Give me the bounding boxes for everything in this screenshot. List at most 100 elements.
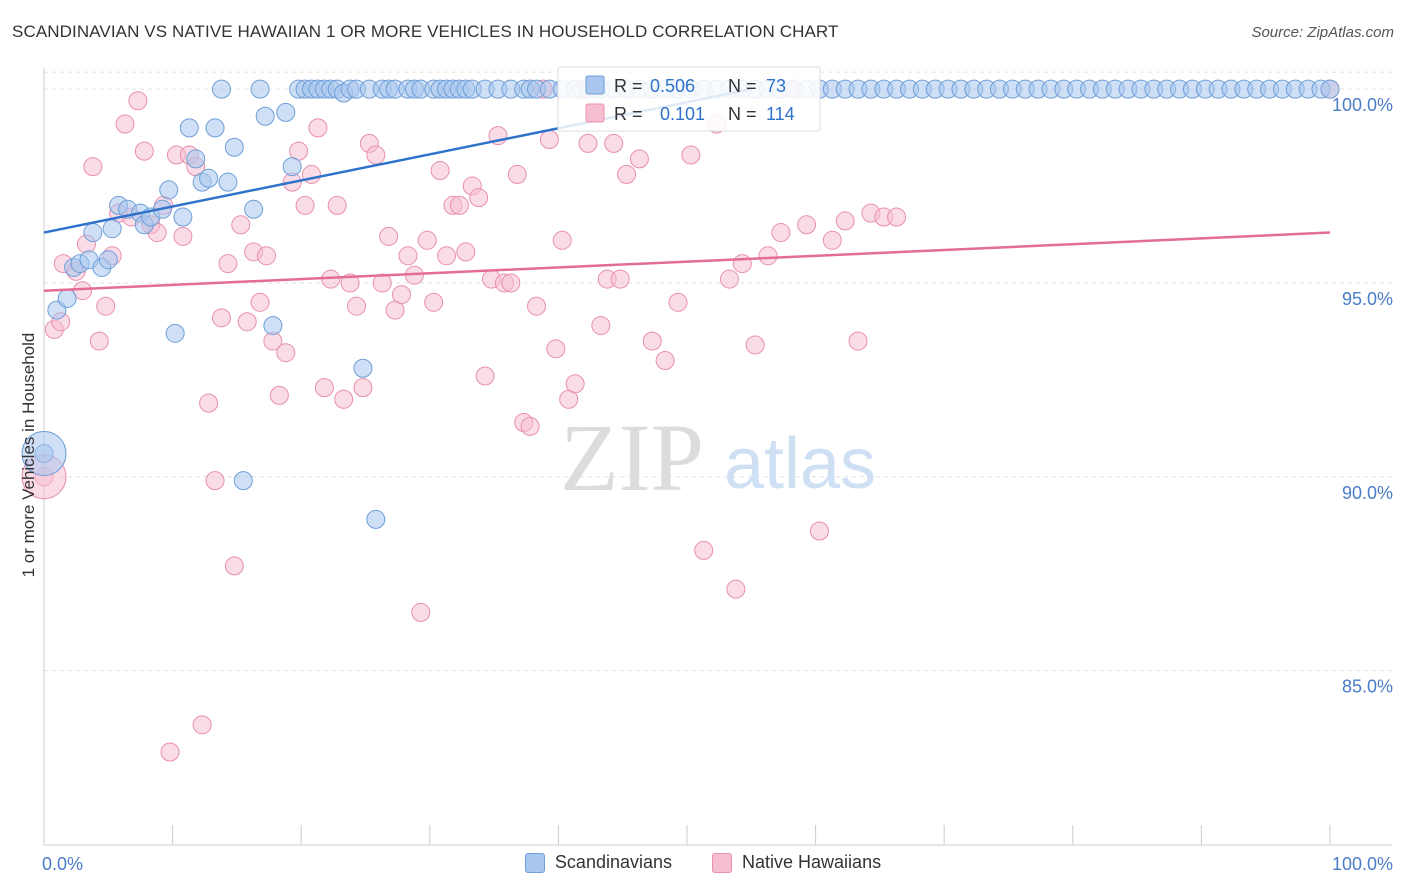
source-label: Source: ZipAtlas.com bbox=[1251, 24, 1394, 41]
native-hawaiians-point-53 bbox=[379, 226, 399, 246]
native-hawaiians-point-62 bbox=[437, 246, 457, 266]
scandinavians-point-31 bbox=[263, 316, 283, 336]
stat-r-value-1: 0.101 bbox=[660, 104, 705, 124]
native-hawaiians-point-9 bbox=[96, 296, 116, 316]
native-hawaiians-trend-line bbox=[43, 231, 1331, 292]
legend-item-native-hawaiians[interactable]: Native Hawaiians bbox=[712, 852, 881, 873]
scandinavians-point-23 bbox=[205, 118, 225, 138]
native-hawaiians-point-86 bbox=[591, 316, 611, 336]
native-hawaiians-point-24 bbox=[192, 715, 212, 735]
series-legend: Scandinavians Native Hawaiians bbox=[0, 852, 1406, 873]
native-hawaiians-point-98 bbox=[719, 269, 739, 289]
native-hawaiians-point-7 bbox=[83, 157, 103, 177]
native-hawaiians-point-94 bbox=[668, 292, 688, 312]
native-hawaiians-point-79 bbox=[546, 339, 566, 359]
native-hawaiians-point-48 bbox=[346, 296, 366, 316]
native-hawaiians-point-102 bbox=[758, 246, 778, 266]
x-tick-label-0: 0.0% bbox=[42, 854, 83, 874]
native-hawaiians-point-26 bbox=[205, 471, 225, 491]
scandinavians-point-16 bbox=[159, 180, 179, 200]
native-hawaiians-point-91 bbox=[629, 149, 649, 169]
legend-label-scandinavians: Scandinavians bbox=[554, 852, 673, 872]
native-hawaiians-point-52 bbox=[372, 273, 392, 293]
native-hawaiians-point-14 bbox=[128, 91, 148, 111]
native-hawaiians-point-68 bbox=[475, 366, 495, 386]
native-hawaiians-point-19 bbox=[160, 742, 180, 762]
scandinavians-point-2 bbox=[57, 288, 77, 308]
stat-n-value-0: 73 bbox=[766, 76, 786, 96]
native-hawaiians-point-42 bbox=[308, 118, 328, 138]
stat-r-label-0: R = bbox=[614, 76, 643, 96]
native-hawaiians-point-109 bbox=[848, 331, 868, 351]
native-hawaiians-point-43 bbox=[314, 378, 334, 398]
native-hawaiians-point-76 bbox=[527, 296, 547, 316]
watermark-atlas: atlas bbox=[724, 424, 876, 504]
scandinavians-point-27 bbox=[233, 471, 253, 491]
native-hawaiians-point-89 bbox=[610, 269, 630, 289]
native-hawaiians-point-40 bbox=[295, 195, 315, 215]
native-hawaiians-point-73 bbox=[507, 164, 527, 184]
scandinavians-point-20 bbox=[186, 149, 206, 169]
legend-label-native-hawaiians: Native Hawaiians bbox=[742, 852, 882, 872]
native-hawaiians-point-28 bbox=[218, 254, 238, 274]
y-tick-label-0: 100.0% bbox=[1332, 95, 1393, 115]
scandinavians-point-25 bbox=[218, 172, 238, 192]
stat-n-label-1: N = bbox=[728, 104, 757, 124]
legend-item-scandinavians[interactable]: Scandinavians bbox=[524, 852, 673, 873]
legend-swatch-scandinavians bbox=[524, 852, 545, 873]
native-hawaiians-point-75 bbox=[520, 416, 540, 436]
native-hawaiians-point-27 bbox=[211, 308, 231, 328]
scandinavians-point-30 bbox=[255, 106, 275, 126]
native-hawaiians-point-45 bbox=[327, 195, 347, 215]
native-hawaiians-point-31 bbox=[237, 312, 257, 332]
native-hawaiians-point-106 bbox=[809, 521, 829, 541]
native-hawaiians-point-82 bbox=[565, 374, 585, 394]
stat-n-value-1: 114 bbox=[766, 104, 795, 124]
native-hawaiians-point-61 bbox=[430, 161, 450, 181]
native-hawaiians-point-36 bbox=[269, 385, 289, 405]
native-hawaiians-point-105 bbox=[797, 215, 817, 235]
native-hawaiians-point-15 bbox=[134, 141, 154, 161]
scandinavians-point-32 bbox=[276, 102, 296, 122]
native-hawaiians-point-80 bbox=[552, 230, 572, 250]
scandinavians-point-26 bbox=[224, 137, 244, 157]
native-hawaiians-point-103 bbox=[771, 223, 791, 243]
native-hawaiians-point-30 bbox=[231, 215, 251, 235]
scandinavians-point-17 bbox=[165, 323, 185, 343]
native-hawaiians-point-93 bbox=[655, 350, 675, 370]
y-tick-label-1: 95.0% bbox=[1342, 289, 1393, 309]
native-hawaiians-point-99 bbox=[726, 579, 746, 599]
native-hawaiians-point-88 bbox=[604, 133, 624, 153]
native-hawaiians-point-55 bbox=[392, 285, 412, 305]
native-hawaiians-point-108 bbox=[835, 211, 855, 231]
scandinavians-point-28 bbox=[244, 199, 264, 219]
native-hawaiians-point-29 bbox=[224, 556, 244, 576]
native-hawaiians-point-107 bbox=[822, 230, 842, 250]
native-hawaiians-point-92 bbox=[642, 331, 662, 351]
grid-lines bbox=[44, 71, 1392, 672]
scandinavians-point-9 bbox=[102, 219, 122, 239]
native-hawaiians-point-96 bbox=[694, 540, 714, 560]
legend-swatch-pink bbox=[585, 103, 605, 123]
native-hawaiians-point-101 bbox=[745, 335, 765, 355]
stat-r-label-1: R = bbox=[614, 104, 643, 124]
native-hawaiians-point-12 bbox=[115, 114, 135, 134]
stat-r-value-0: 0.506 bbox=[650, 76, 695, 96]
x-tick-label-1: 100.0% bbox=[1332, 854, 1393, 874]
y-tick-label-3: 85.0% bbox=[1342, 677, 1393, 697]
native-hawaiians-point-51 bbox=[366, 145, 386, 165]
scandinavians-point-8 bbox=[98, 250, 118, 270]
scandinavians-point-24 bbox=[211, 79, 231, 99]
scandinavians-point-29 bbox=[250, 79, 270, 99]
scandinavians-point-46 bbox=[366, 509, 386, 529]
native-hawaiians-point-58 bbox=[411, 602, 431, 622]
stats-legend: R = 0.506 N = 73 R = 0.101 N = 114 bbox=[557, 66, 821, 132]
y-tick-label-2: 90.0% bbox=[1342, 483, 1393, 503]
native-hawaiians-point-37 bbox=[276, 343, 296, 363]
chart-title: SCANDINAVIAN VS NATIVE HAWAIIAN 1 OR MOR… bbox=[12, 22, 839, 41]
native-hawaiians-point-46 bbox=[334, 389, 354, 409]
native-hawaiians-point-112 bbox=[887, 207, 907, 227]
native-hawaiians-point-60 bbox=[424, 292, 444, 312]
native-hawaiians-point-78 bbox=[539, 130, 559, 150]
scandinavians-point-44 bbox=[353, 358, 373, 378]
